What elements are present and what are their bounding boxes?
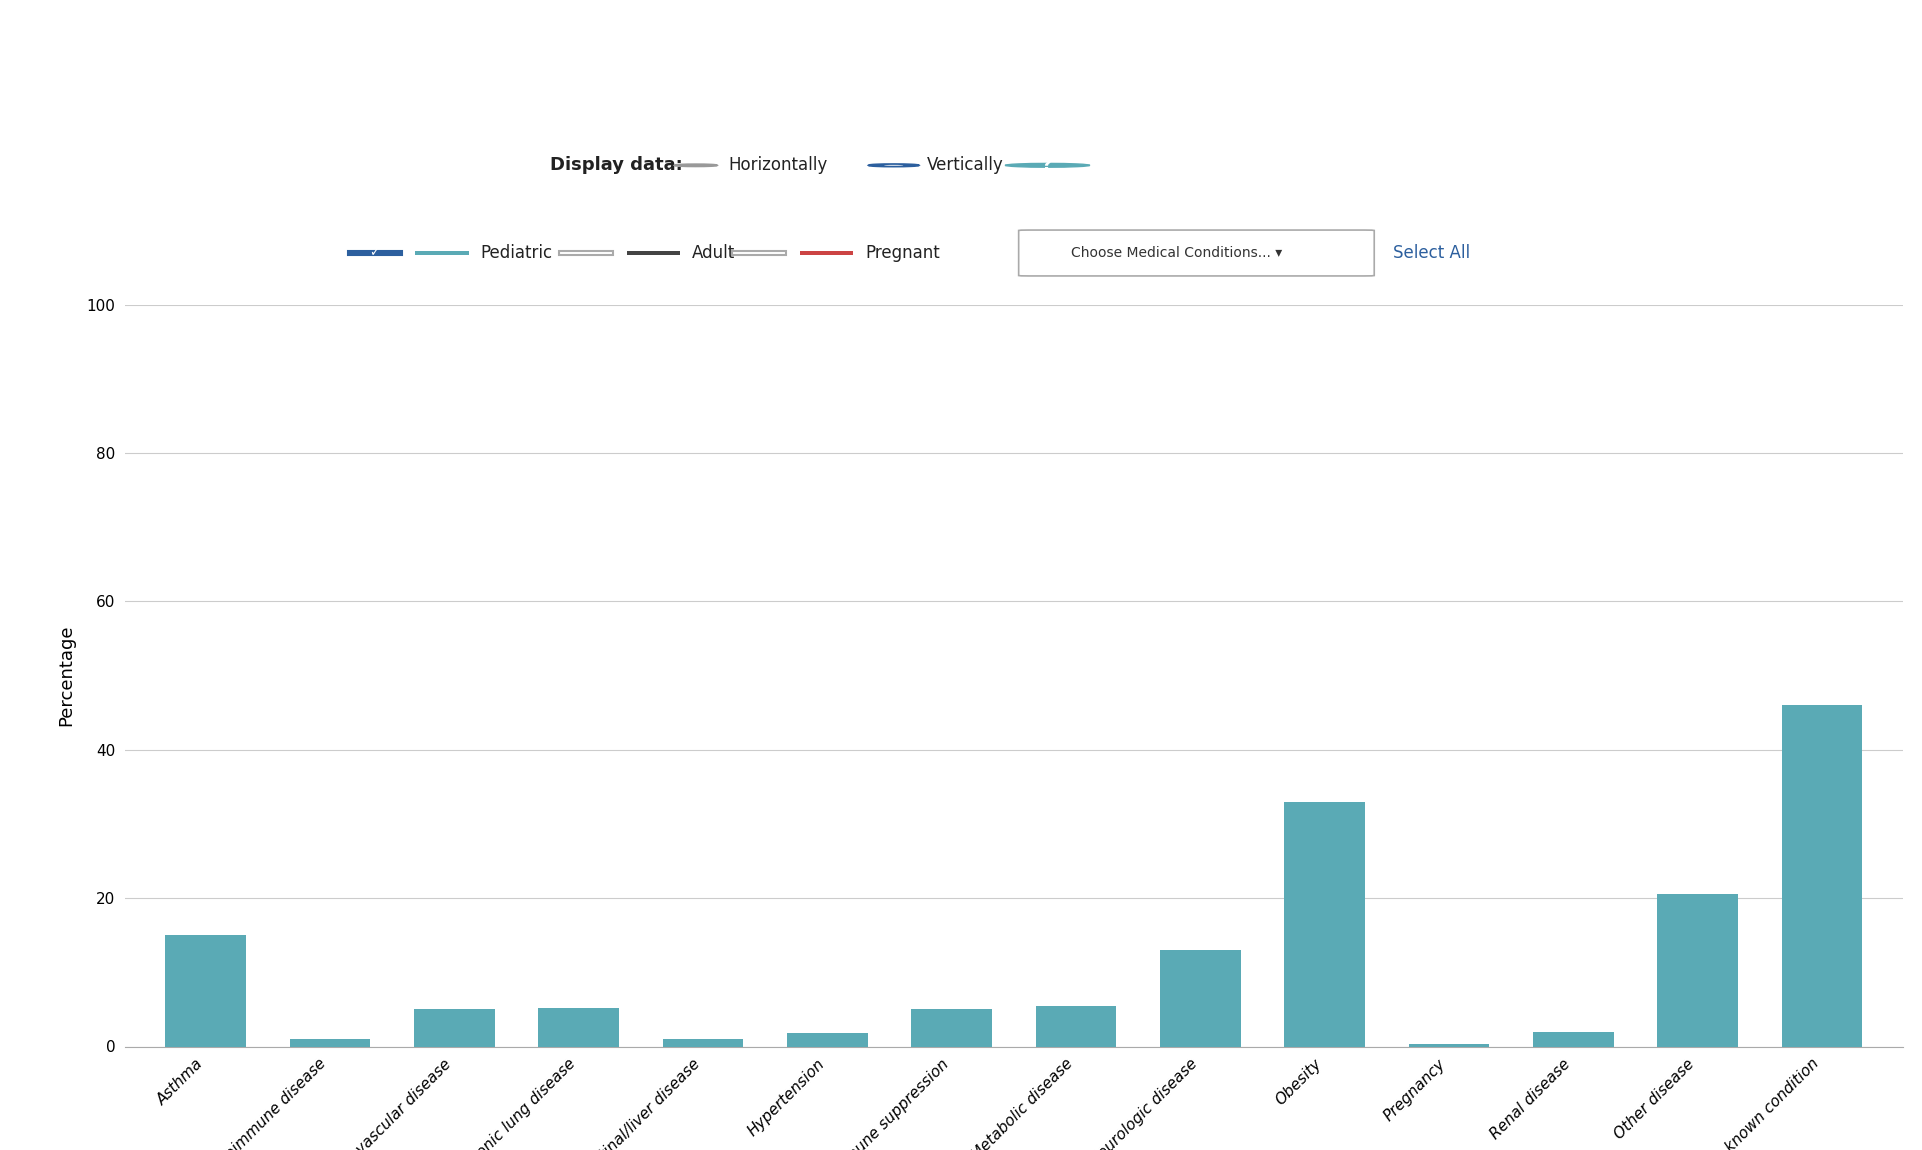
Text: Pregnant: Pregnant xyxy=(865,244,940,262)
Text: Display data:: Display data: xyxy=(550,156,682,175)
Y-axis label: Percentage: Percentage xyxy=(58,624,75,727)
Bar xyxy=(538,1007,619,1046)
Bar xyxy=(786,1033,867,1046)
Bar xyxy=(413,1010,494,1046)
FancyBboxPatch shape xyxy=(800,252,853,254)
Text: Horizontally: Horizontally xyxy=(728,156,828,175)
Text: Pediatric: Pediatric xyxy=(480,244,554,262)
FancyBboxPatch shape xyxy=(732,252,786,254)
FancyBboxPatch shape xyxy=(559,252,613,254)
Text: ?: ? xyxy=(1042,156,1053,175)
FancyBboxPatch shape xyxy=(1019,230,1374,276)
Bar xyxy=(1534,1032,1614,1046)
Text: Select All: Select All xyxy=(1393,244,1470,262)
Bar xyxy=(290,1040,371,1047)
Text: Vertically: Vertically xyxy=(926,156,1003,175)
Text: Adult: Adult xyxy=(692,244,736,262)
Text: ✓: ✓ xyxy=(369,246,381,260)
Text: Choose Medical Conditions... ▾: Choose Medical Conditions... ▾ xyxy=(1071,246,1282,260)
Circle shape xyxy=(869,164,919,167)
Bar xyxy=(1161,950,1242,1046)
Text: Selected Underlying Medical Conditions: Selected Underlying Medical Conditions xyxy=(586,24,1336,58)
FancyBboxPatch shape xyxy=(348,252,402,254)
FancyBboxPatch shape xyxy=(415,252,469,254)
Bar xyxy=(911,1010,992,1046)
Circle shape xyxy=(1005,163,1090,167)
Bar xyxy=(663,1040,744,1047)
Bar xyxy=(165,935,246,1046)
Text: Includes data from March 1, 2020 – July 31, 2021: Includes data from March 1, 2020 – July … xyxy=(721,82,1201,100)
Bar xyxy=(1036,1006,1117,1046)
Bar xyxy=(1284,802,1365,1046)
FancyBboxPatch shape xyxy=(627,252,680,254)
Bar xyxy=(1409,1044,1490,1046)
Bar xyxy=(1782,705,1862,1046)
Bar xyxy=(1657,895,1737,1046)
